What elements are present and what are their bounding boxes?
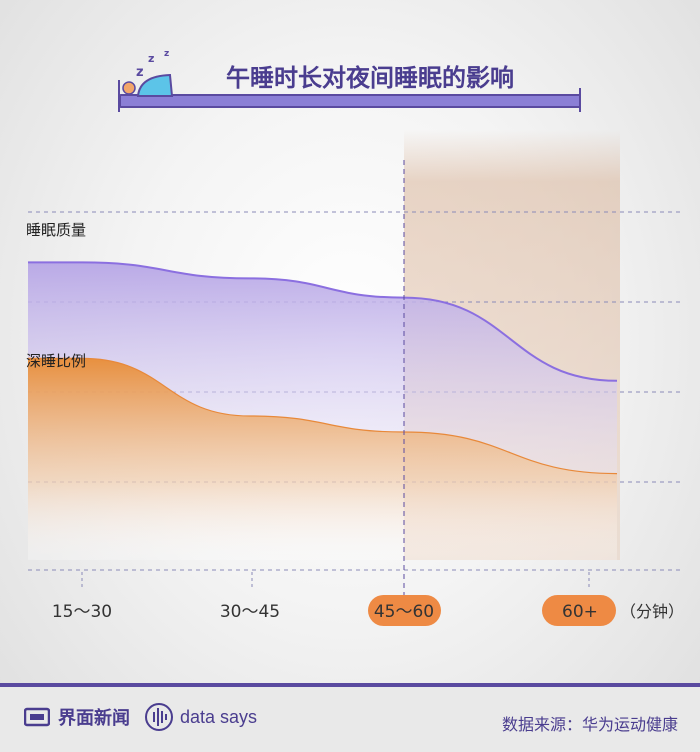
footer: [0, 687, 700, 752]
footer-brand: 界面新闻 data says: [24, 702, 257, 732]
brand-logo-icon: [24, 707, 50, 727]
series-line-deep-sleep: [28, 357, 618, 475]
brand-name: 界面新闻: [58, 708, 130, 729]
svg-text:z: z: [148, 52, 154, 65]
series-line-sleep-quality: [28, 261, 618, 382]
x-tick-label-45-60: 45～60: [374, 602, 434, 622]
svg-text:z: z: [136, 65, 144, 80]
data-source: 数据来源：华为运动健康: [501, 715, 678, 734]
title-bar: [118, 80, 581, 112]
x-tick-label-60plus: 60+: [562, 602, 598, 622]
x-tick-label-30-45: 30～45: [220, 602, 280, 622]
sub-brand: data says: [180, 706, 258, 727]
highlight-pill-60plus: [542, 595, 616, 626]
series-area-deep-sleep: [28, 358, 617, 560]
sleep-icon: z z z: [122, 49, 174, 97]
highlight-pill-45-60: [368, 595, 441, 626]
chart-title: 午睡时长对夜间睡眠的影响: [226, 64, 514, 92]
series-label-deep-sleep: 深睡比例: [26, 352, 86, 370]
footer-divider: [0, 683, 700, 687]
x-tick-label-15-30: 15～30: [52, 602, 112, 622]
series-label-sleep-quality: 睡眠质量: [26, 221, 86, 239]
x-axis-ticks: [81, 572, 590, 590]
svg-text:z: z: [164, 49, 169, 59]
x-axis-unit-label: （分钟）: [620, 602, 684, 621]
data-says-icon: [145, 703, 173, 731]
